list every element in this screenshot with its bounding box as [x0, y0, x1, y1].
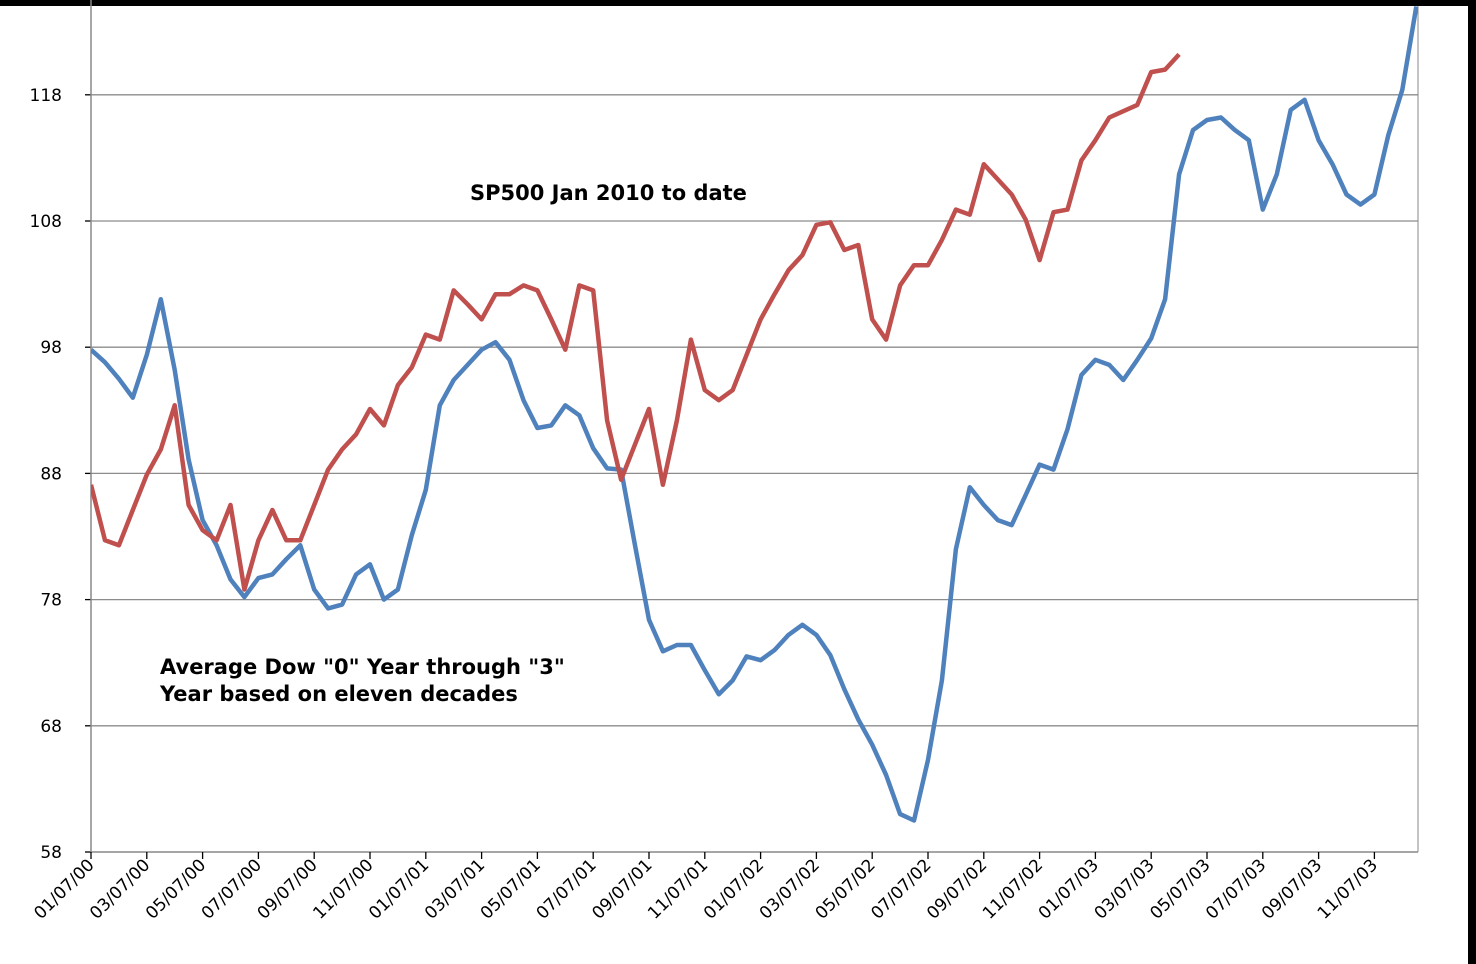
y-tick-label: 88	[40, 464, 62, 484]
y-tick-label: 68	[40, 717, 62, 737]
annotation: Year based on eleven decades	[159, 682, 518, 706]
annotation: Average Dow "0" Year through "3"	[160, 655, 565, 679]
y-tick-label: 108	[30, 212, 62, 232]
series-line	[91, 6, 1418, 823]
y-tick-label: 118	[30, 86, 62, 106]
plot-background	[0, 6, 1468, 964]
annotation: SP500 Jan 2010 to date	[470, 181, 747, 205]
series-line	[91, 52, 1181, 592]
y-tick-label: 78	[40, 591, 62, 611]
y-tick-label: 98	[40, 338, 62, 358]
y-tick-label: 58	[40, 843, 62, 863]
